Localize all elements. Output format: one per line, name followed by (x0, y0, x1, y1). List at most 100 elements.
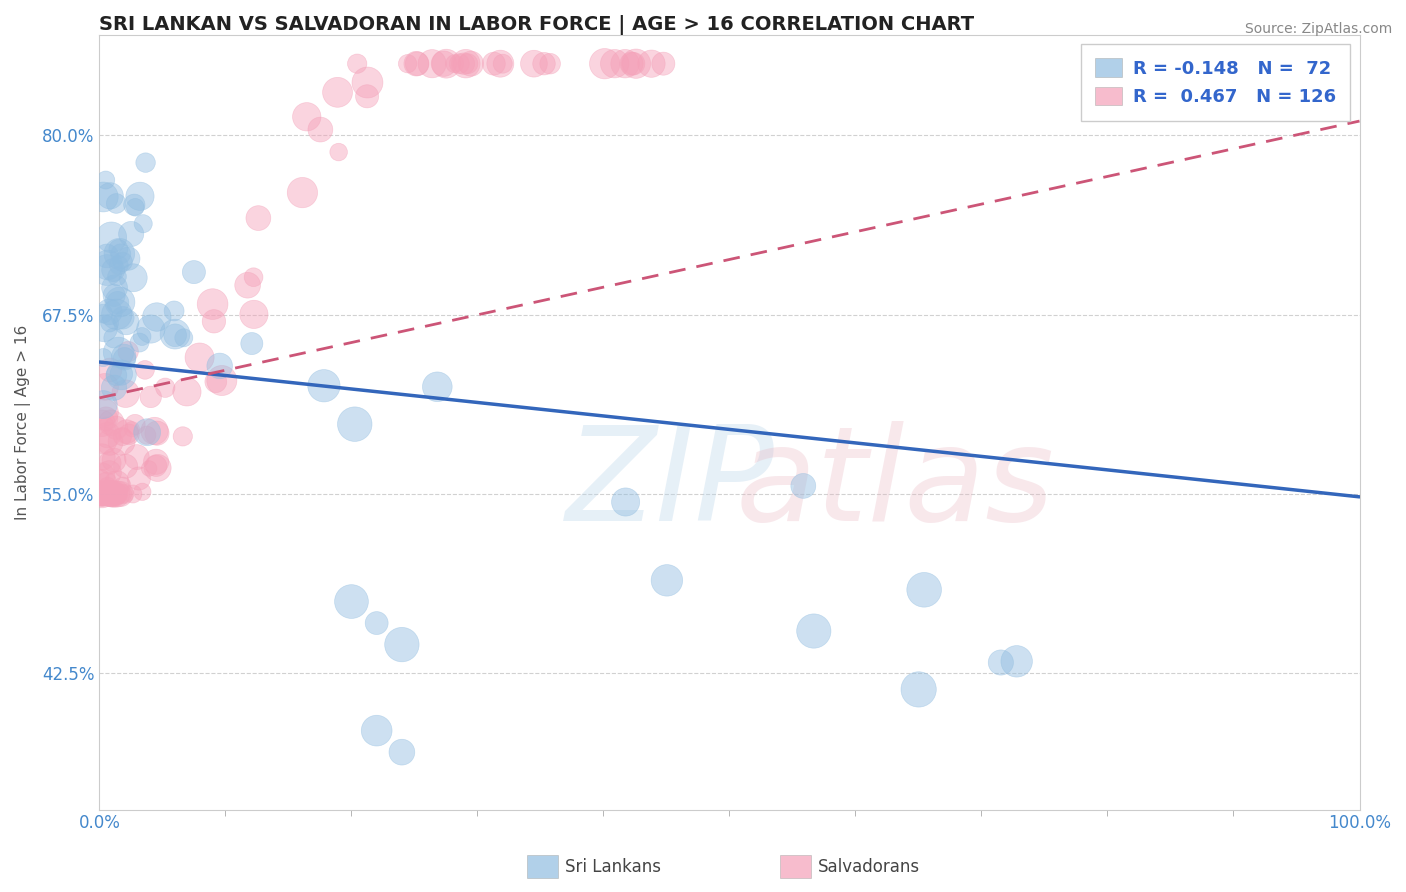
Point (91, 487, 114, 501)
Point (391, 638, 413, 652)
Point (443, 56, 465, 70)
Legend: R = -0.148   N =  72, R =  0.467   N = 126: R = -0.148 N = 72, R = 0.467 N = 126 (1081, 44, 1351, 120)
Point (211, 374, 233, 388)
Point (110, 247, 132, 261)
Point (139, 322, 162, 336)
Point (91, 469, 114, 483)
Point (134, 363, 156, 377)
Point (110, 367, 132, 381)
Point (356, 75, 378, 89)
Point (93, 321, 115, 335)
Point (111, 478, 134, 492)
Point (449, 56, 471, 70)
Point (240, 336, 263, 351)
Point (1005, 654, 1028, 668)
Point (247, 211, 270, 225)
Point (482, 56, 505, 70)
Point (640, 56, 662, 70)
Point (309, 122, 332, 136)
Point (93, 487, 115, 501)
Point (122, 487, 145, 501)
Point (489, 56, 512, 70)
Point (103, 281, 125, 295)
Point (101, 487, 124, 501)
Point (96, 487, 118, 501)
Point (111, 255, 134, 269)
Point (107, 295, 129, 310)
Point (165, 328, 187, 343)
Point (105, 196, 128, 211)
Point (96, 417, 118, 431)
Point (593, 56, 616, 70)
Point (120, 227, 142, 241)
Point (328, 145, 350, 159)
Point (138, 461, 160, 475)
Point (173, 331, 195, 345)
Point (101, 487, 124, 501)
Point (201, 297, 224, 311)
Point (91, 487, 114, 501)
Point (912, 582, 935, 597)
Text: atlas: atlas (735, 421, 1054, 548)
Point (135, 428, 157, 442)
Point (101, 487, 124, 501)
Point (652, 56, 675, 70)
Point (97, 258, 120, 272)
Point (340, 594, 363, 608)
Point (433, 56, 456, 70)
Point (454, 56, 477, 70)
Point (117, 344, 139, 359)
Point (100, 230, 122, 244)
Point (105, 307, 128, 321)
Point (295, 110, 318, 124)
Point (104, 487, 127, 501)
Point (122, 270, 145, 285)
Point (104, 487, 127, 501)
Text: Salvadorans: Salvadorans (818, 858, 921, 876)
Point (533, 56, 555, 70)
Point (118, 427, 141, 442)
Point (434, 56, 457, 70)
Point (124, 417, 146, 432)
Point (792, 479, 814, 493)
Point (105, 421, 128, 435)
Point (100, 487, 122, 501)
Point (111, 429, 134, 443)
Point (108, 295, 131, 310)
Point (98, 305, 121, 319)
Point (131, 329, 153, 343)
Point (163, 327, 186, 342)
Point (125, 450, 148, 464)
Point (105, 368, 128, 383)
Point (110, 434, 132, 449)
Point (406, 56, 429, 70)
Point (346, 56, 368, 70)
Point (98, 189, 121, 203)
Point (326, 85, 349, 99)
Point (114, 351, 136, 366)
Point (101, 487, 124, 501)
Point (420, 56, 443, 70)
Point (129, 189, 152, 203)
Point (91, 307, 114, 321)
Point (242, 270, 264, 285)
Point (94, 380, 117, 394)
Point (620, 56, 643, 70)
Point (93, 487, 115, 501)
Point (96, 263, 118, 277)
Point (100, 416, 122, 430)
Point (136, 425, 159, 440)
Text: SRI LANKAN VS SALVADORAN IN LABOR FORCE | AGE > 16 CORRELATION CHART: SRI LANKAN VS SALVADORAN IN LABOR FORCE … (100, 15, 974, 35)
Point (614, 495, 637, 509)
Point (112, 349, 135, 363)
Point (460, 56, 482, 70)
Point (426, 380, 449, 394)
Point (343, 417, 366, 432)
Point (202, 314, 225, 328)
Point (172, 429, 194, 443)
Point (103, 453, 125, 467)
Point (98, 363, 121, 377)
Point (91, 487, 114, 501)
Point (139, 390, 162, 404)
Y-axis label: In Labor Force | Age > 16: In Labor Force | Age > 16 (15, 325, 31, 520)
